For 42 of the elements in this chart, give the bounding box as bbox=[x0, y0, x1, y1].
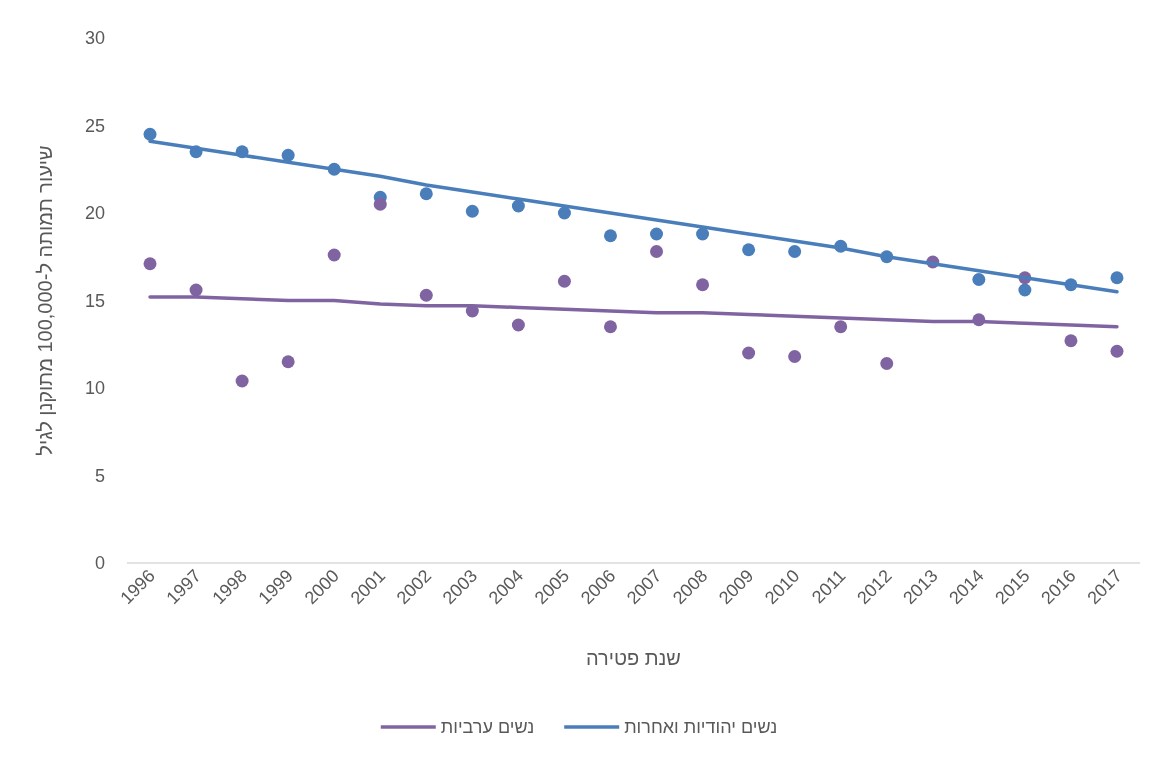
point bbox=[742, 346, 756, 360]
y-tick-label: 15 bbox=[84, 290, 105, 311]
y-tick-label: 30 bbox=[84, 28, 105, 48]
point bbox=[650, 227, 664, 241]
point bbox=[603, 229, 617, 243]
point bbox=[557, 274, 571, 288]
point bbox=[419, 288, 433, 302]
point bbox=[696, 278, 710, 292]
point bbox=[143, 127, 157, 141]
point bbox=[281, 355, 295, 369]
point bbox=[419, 187, 433, 201]
point bbox=[327, 248, 341, 262]
y-tick-label: 0 bbox=[94, 553, 105, 573]
point bbox=[465, 204, 479, 218]
point bbox=[373, 197, 387, 211]
point bbox=[235, 374, 249, 388]
point bbox=[696, 227, 710, 241]
point bbox=[834, 320, 848, 334]
y-tick-label: 10 bbox=[84, 378, 105, 398]
point bbox=[788, 350, 802, 363]
point bbox=[788, 245, 802, 258]
y-tick-label: 5 bbox=[94, 465, 105, 486]
x-axis-title: שנת פטירה bbox=[586, 647, 681, 669]
point bbox=[557, 206, 571, 220]
point bbox=[511, 318, 525, 332]
point bbox=[281, 148, 295, 162]
point bbox=[511, 199, 525, 213]
point bbox=[1064, 334, 1078, 348]
y-tick-label: 20 bbox=[84, 203, 105, 223]
point bbox=[880, 357, 894, 370]
point bbox=[1110, 271, 1124, 285]
y-tick-label: 25 bbox=[84, 115, 105, 136]
point bbox=[1110, 344, 1124, 358]
point bbox=[972, 273, 986, 286]
y-axis-title: שיעור תמותה ל-100,000 מתוקנן לגיל bbox=[34, 145, 56, 456]
point bbox=[742, 243, 756, 257]
point bbox=[1018, 283, 1032, 297]
legend-label: נשים יהודיות ואחרות bbox=[624, 717, 778, 737]
legend-label: נשים ערביות bbox=[440, 717, 535, 737]
point bbox=[603, 320, 617, 334]
point bbox=[650, 245, 664, 258]
point bbox=[143, 257, 157, 271]
